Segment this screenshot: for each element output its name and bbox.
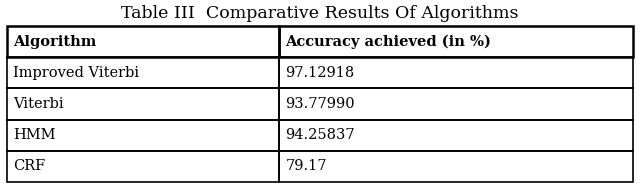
Text: CRF: CRF bbox=[13, 159, 45, 173]
Text: Viterbi: Viterbi bbox=[13, 97, 63, 111]
Bar bbox=[279, 26, 633, 57]
Text: 79.17: 79.17 bbox=[285, 159, 327, 173]
Text: HMM: HMM bbox=[13, 128, 56, 142]
Bar bbox=[7, 26, 279, 57]
Bar bbox=[279, 120, 633, 151]
Text: 93.77990: 93.77990 bbox=[285, 97, 355, 111]
Text: Table III  Comparative Results Of Algorithms: Table III Comparative Results Of Algorit… bbox=[121, 4, 519, 22]
Bar bbox=[279, 57, 633, 88]
Bar bbox=[7, 57, 279, 88]
Text: 97.12918: 97.12918 bbox=[285, 66, 355, 80]
Text: Improved Viterbi: Improved Viterbi bbox=[13, 66, 139, 80]
Bar bbox=[279, 88, 633, 120]
Text: Accuracy achieved (in %): Accuracy achieved (in %) bbox=[285, 34, 491, 49]
Bar bbox=[279, 151, 633, 182]
Bar bbox=[7, 151, 279, 182]
Bar bbox=[7, 88, 279, 120]
Text: 94.25837: 94.25837 bbox=[285, 128, 355, 142]
Text: Algorithm: Algorithm bbox=[13, 35, 96, 49]
Bar bbox=[7, 120, 279, 151]
